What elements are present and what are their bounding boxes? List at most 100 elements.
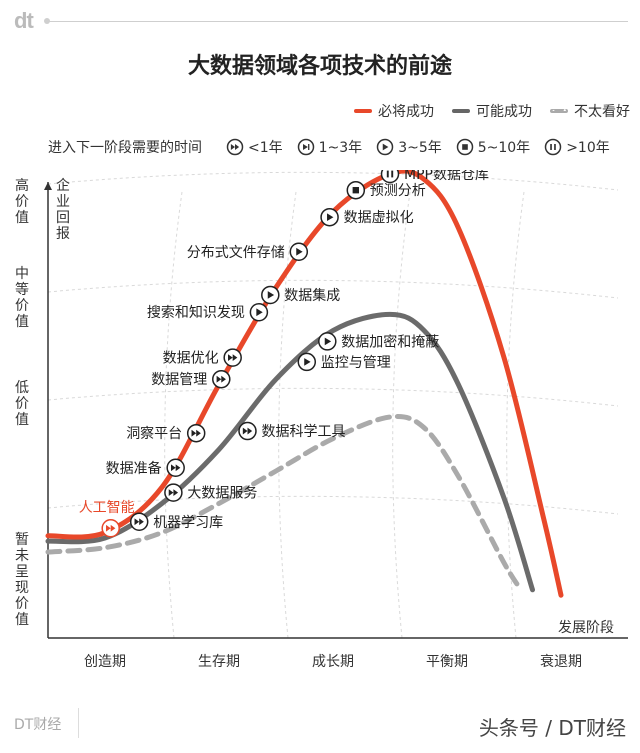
brand-rule-dot (44, 18, 50, 24)
play-icon (376, 138, 394, 156)
technology-marker: 数据虚拟化 (320, 207, 414, 227)
technology-label: 数据准备 (106, 460, 162, 477)
grid-line-horizontal (47, 495, 619, 515)
time-legend-label: 5~10年 (477, 140, 531, 156)
footer-watermark: 头条号 / DT财经 (478, 716, 626, 740)
technology-label: 机器学习库 (153, 515, 223, 531)
technology-marker: 数据科学工具 (238, 421, 346, 441)
technology-marker: 数据优化 (163, 348, 242, 367)
grid-line-vertical (278, 191, 297, 639)
technology-marker: 大数据服务 (164, 483, 257, 502)
x-stage-label: 生存期 (198, 654, 240, 670)
fast-forward-icon (166, 458, 185, 478)
y-axis-title: 企业回报 (56, 177, 70, 242)
x-axis-end-label: 发展阶段 (558, 620, 614, 636)
series-line-must (45, 170, 564, 598)
legend-label-unlikely: 不太看好 (574, 104, 630, 120)
technology-marker: 分布式文件存储 (187, 242, 309, 262)
footer: DT财经 头条号 / DT财经 (0, 700, 640, 750)
brand-logo: dt (14, 8, 34, 33)
y-level-label: 低价值 (15, 380, 29, 428)
fast-forward-icon (164, 483, 183, 502)
play-icon (320, 207, 339, 227)
footer-separator (78, 708, 79, 738)
technology-marker: 洞察平台 (126, 423, 206, 443)
grid-line-horizontal (47, 171, 619, 191)
y-axis-arrow (44, 182, 52, 190)
technology-label: 数据集成 (284, 287, 340, 304)
technology-marker: 数据准备 (106, 458, 185, 478)
play-icon (261, 285, 280, 305)
brand-rule (48, 21, 628, 22)
technology-marker: 数据加密和掩蔽 (318, 332, 439, 351)
time-legend-label: 1~3年 (318, 140, 363, 156)
legend-label-must: 必将成功 (378, 104, 434, 120)
technology-label: 数据优化 (163, 351, 219, 367)
fast-forward-icon (238, 421, 257, 441)
legend-item-must: 必将成功 (354, 100, 434, 122)
pause-icon (380, 170, 400, 184)
grid-line-horizontal (47, 387, 619, 407)
x-stage-label: 平衡期 (426, 654, 468, 670)
y-level-label: 高价值 (15, 177, 29, 226)
fast-forward-icon (212, 369, 231, 389)
grid-line-vertical (392, 191, 411, 639)
technology-label: 数据虚拟化 (344, 210, 414, 226)
time-legend-label: >10年 (566, 140, 610, 156)
technology-label: 预测分析 (370, 183, 426, 199)
x-stage-label: 成长期 (312, 654, 354, 670)
series-legend: 必将成功 可能成功 不太看好 (354, 100, 630, 122)
technology-label: 大数据服务 (187, 486, 257, 502)
technology-label: 监控与管理 (321, 355, 391, 371)
stop-icon (456, 138, 473, 156)
technology-marker: 数据管理 (151, 369, 231, 389)
y-level-label: 暂未呈现价值 (15, 532, 29, 628)
time-legend-label: 3~5年 (398, 140, 442, 156)
technology-marker: 监控与管理 (297, 352, 391, 372)
play-icon (249, 302, 269, 322)
technology-label: 分布式文件存储 (187, 245, 285, 261)
play-icon (289, 242, 309, 262)
chart-grid (47, 171, 619, 639)
legend-item-unlikely: 不太看好 (550, 100, 630, 122)
legend-item-may: 可能成功 (452, 100, 532, 122)
technology-marker: 机器学习库 (129, 512, 223, 532)
technology-marker: 人工智能 (79, 500, 135, 538)
legend-swatch-unlikely (550, 109, 568, 113)
grid-line-vertical (164, 191, 183, 639)
technology-marker: 搜索和知识发现 (147, 302, 269, 322)
time-legend-label: <1年 (248, 140, 283, 156)
time-legend-item: <1年 (226, 137, 283, 157)
time-legend-lead: 进入下一阶段需要的时间 (48, 140, 202, 156)
fast-forward-icon (186, 423, 206, 443)
fast-forward-icon (101, 518, 120, 538)
x-stage-label: 衰退期 (540, 653, 582, 670)
fast-forward-icon (226, 138, 244, 156)
pause-icon (544, 138, 562, 156)
time-legend-item: >10年 (544, 137, 610, 157)
technology-label: 数据加密和掩蔽 (341, 333, 439, 350)
skip-forward-icon (297, 138, 314, 156)
stop-icon (346, 180, 366, 200)
technology-marker: MPP数据仓库 (380, 170, 489, 184)
play-icon (318, 332, 337, 351)
x-stage-label: 创造期 (84, 654, 126, 670)
chart-title: 大数据领域各项技术的前途 (187, 54, 452, 79)
grid-line-horizontal (47, 279, 619, 299)
footer-brand: DT财经 (14, 717, 62, 733)
technology-label: 数据科学工具 (262, 424, 346, 440)
time-legend-item: 3~5年 (376, 137, 442, 157)
legend-label-may: 可能成功 (476, 104, 532, 120)
technology-label: 洞察平台 (126, 425, 182, 442)
fast-forward-icon (223, 348, 242, 367)
legend-swatch-may (452, 109, 470, 113)
time-legend-item: 5~10年 (456, 137, 530, 157)
legend-swatch-must (354, 109, 372, 113)
series-line-may (45, 311, 535, 593)
technology-label: 数据管理 (151, 372, 207, 388)
technology-label: 搜索和知识发现 (147, 304, 245, 321)
series-line-unlikely (45, 414, 524, 593)
y-level-label: 中等价值 (15, 266, 29, 330)
